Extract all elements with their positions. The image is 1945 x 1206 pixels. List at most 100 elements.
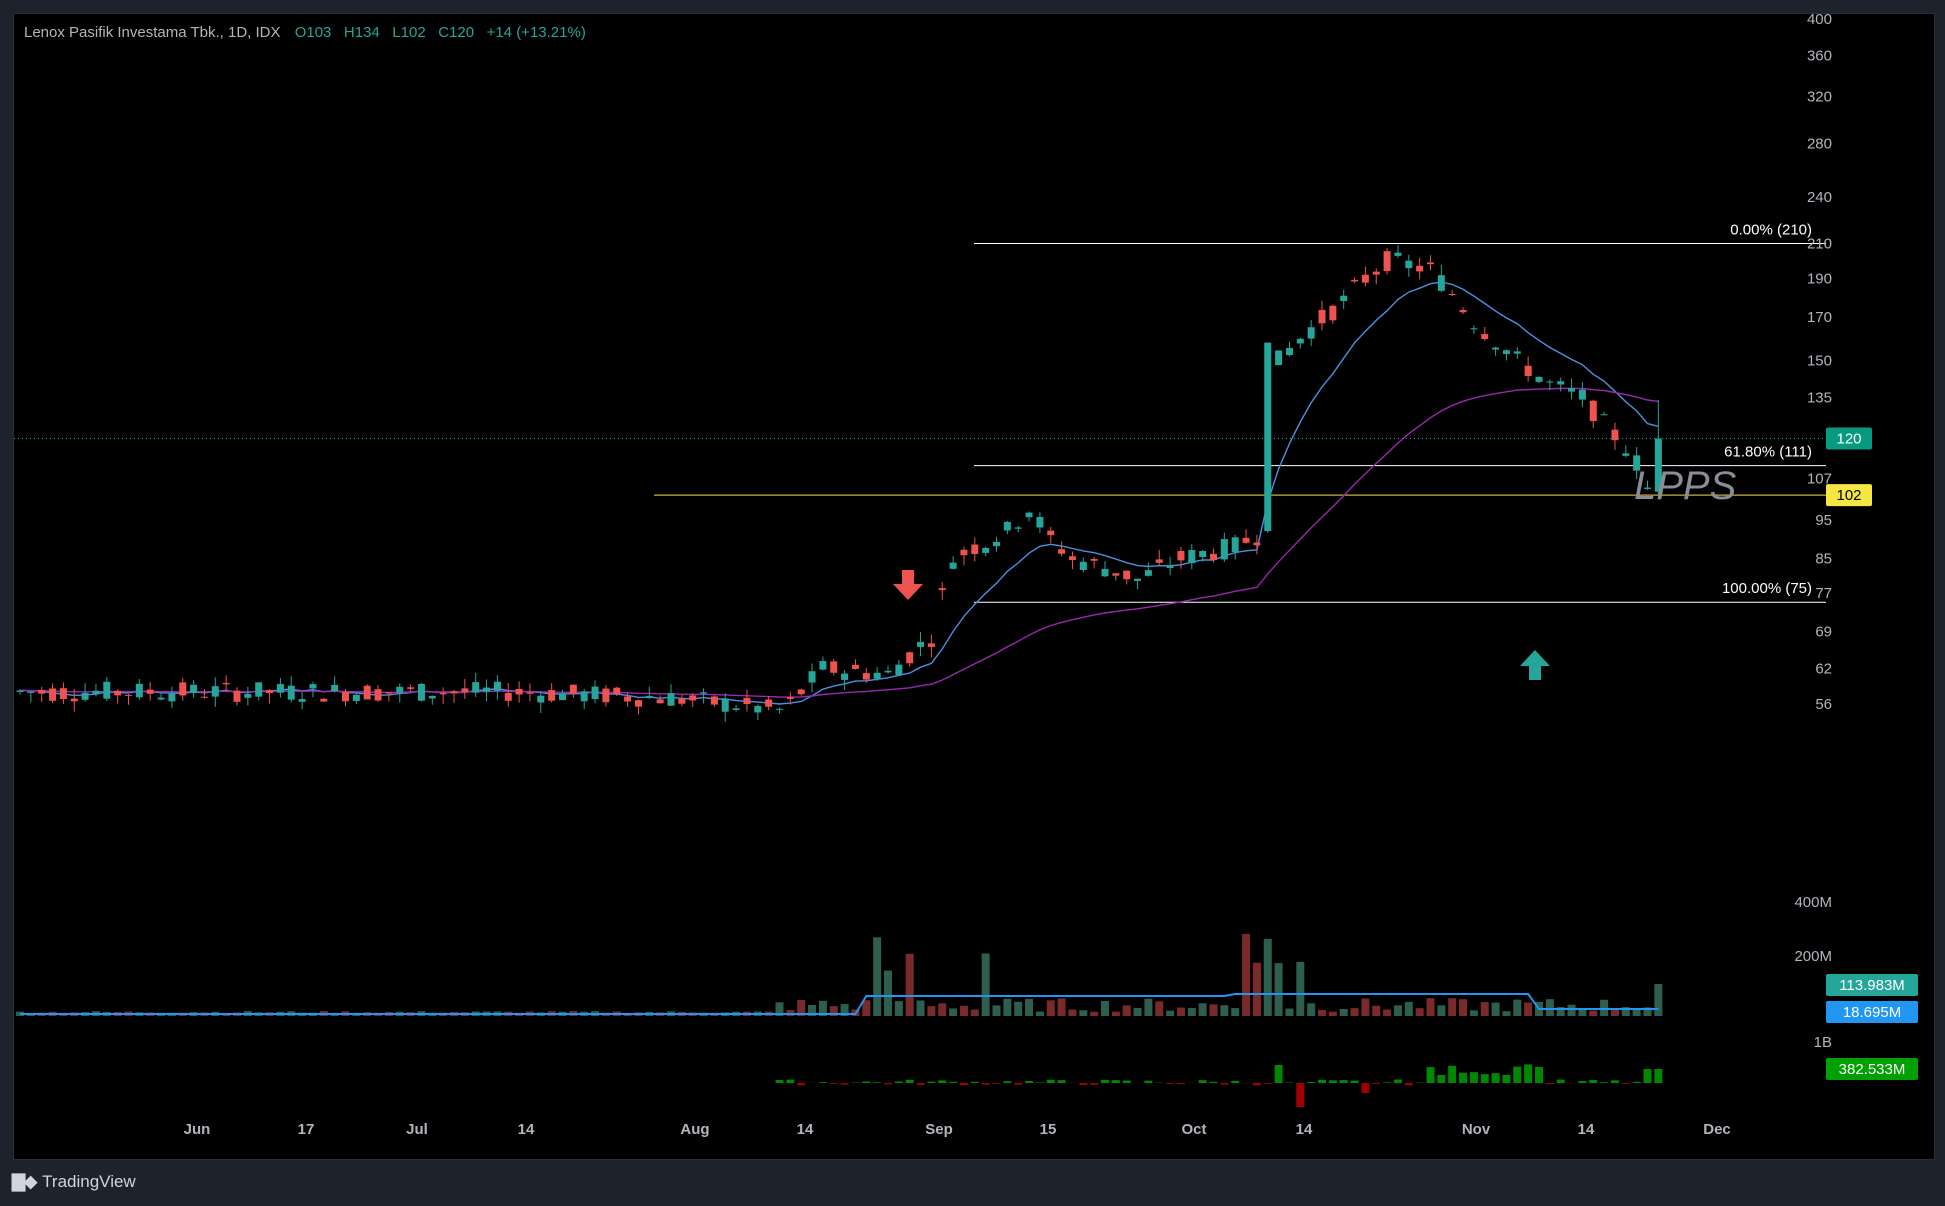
candle-body (927, 643, 935, 647)
flow-bar (992, 1083, 1001, 1084)
volume-bar (1111, 1011, 1120, 1016)
flow-bar (1480, 1074, 1489, 1083)
volume-bar (1003, 998, 1012, 1016)
symbol-header: Lenox Pasifik Investama Tbk., 1D, IDX O 1… (24, 24, 586, 41)
tradingview-logo-icon[interactable]: ▇◆ (12, 1172, 37, 1191)
volume-bar (775, 1002, 784, 1016)
time-tick-label: Sep (925, 1121, 953, 1138)
time-tick-label: Dec (1703, 1121, 1731, 1138)
candle-body (765, 699, 773, 707)
flow-bar (1339, 1080, 1348, 1083)
symbol-title: Lenox Pasifik Investama Tbk., 1D, IDX (24, 24, 281, 41)
flow-bar (1176, 1083, 1185, 1085)
candle-body (363, 685, 371, 700)
candle-body (222, 682, 230, 685)
flow-bar (884, 1083, 892, 1085)
candle-body (1557, 381, 1565, 385)
candle-body (667, 693, 675, 706)
volume-bar (1491, 1002, 1500, 1016)
volume-bar (808, 1004, 817, 1016)
price-axis: 400 360 320 280 240 210 190 170 150 135 107 95 85 77 6… (1807, 14, 1832, 713)
change-value: +14 (+13.21%) (486, 24, 586, 41)
candle-body (656, 699, 664, 704)
low-value: 102 (400, 24, 426, 41)
flow-bar (1209, 1081, 1218, 1083)
price-chart[interactable]: 0.00% (210)61.80% (111)100.00% (75) 102 … (14, 14, 1934, 1159)
candle-body (385, 692, 393, 694)
open-label: O (294, 24, 307, 41)
flow-bar (1654, 1069, 1663, 1083)
volume-bar (1480, 1002, 1489, 1016)
flow-bar (1502, 1074, 1511, 1083)
volume-bar (1133, 1007, 1142, 1016)
flow-bar (818, 1082, 827, 1083)
volume-bar (1339, 1009, 1348, 1016)
arrow-up-icon (1520, 650, 1550, 680)
candle-body (743, 697, 751, 705)
flow-bar (1057, 1080, 1066, 1083)
volume-bar (1350, 1008, 1359, 1016)
flow-bar (1101, 1079, 1109, 1083)
fib-retracement[interactable]: 0.00% (210) 61.80% (111) 100.00% (75) (974, 221, 1826, 603)
candle-body (776, 708, 783, 710)
candle-body (591, 686, 599, 700)
volume-bar (1079, 1010, 1088, 1016)
price-tick-label: 280 (1807, 135, 1832, 152)
volume-bar (959, 1005, 968, 1016)
candle-body (1036, 516, 1044, 528)
flow-bar (1556, 1079, 1565, 1083)
brand-name[interactable]: TradingView (42, 1172, 136, 1191)
candle-body (1383, 251, 1391, 272)
volume-bar (1176, 1007, 1185, 1016)
flow-bar (1643, 1069, 1652, 1083)
candle-body (634, 700, 642, 707)
candle-body (700, 692, 708, 694)
volume-bar (797, 1000, 806, 1016)
flow-bar (938, 1080, 947, 1083)
volume-badge-text: 18.695M (1843, 1004, 1901, 1021)
candle-body (841, 673, 849, 680)
candle-body (797, 689, 805, 695)
volume-bar (1318, 1010, 1326, 1016)
flow-bar (1524, 1064, 1533, 1083)
candle-body (59, 688, 67, 699)
candle-body (1155, 559, 1163, 563)
time-tick-label: Nov (1462, 1121, 1491, 1138)
volume-bar (1144, 998, 1153, 1016)
candle-body (49, 688, 57, 701)
volume-bar (1545, 999, 1554, 1016)
candle-body (1166, 566, 1174, 568)
volume-bar (1643, 1007, 1652, 1016)
candle-body (1502, 350, 1510, 355)
flow-bar (1426, 1067, 1435, 1083)
time-tick-label: Oct (1181, 1121, 1206, 1138)
volume-bar (1263, 938, 1272, 1016)
flow-bar (840, 1083, 849, 1085)
candle-body (374, 689, 382, 701)
candle-body (1199, 551, 1207, 557)
volume-bar (927, 1006, 936, 1016)
candle-body (960, 549, 968, 556)
candle-body (1025, 512, 1033, 518)
time-tick-label: Jun (184, 1121, 211, 1138)
candle-body (1264, 342, 1272, 532)
volume-bar (1459, 999, 1468, 1016)
support-line[interactable]: 102 (654, 484, 1872, 507)
candle-body (548, 690, 556, 701)
arrow-down-icon (893, 570, 923, 600)
candle-body (895, 664, 903, 675)
volume-bar (1415, 1008, 1424, 1016)
volume-bar (1220, 1005, 1229, 1016)
flow-bar (1035, 1082, 1044, 1083)
candle-body (1285, 347, 1293, 356)
candle-body (1220, 539, 1228, 560)
candle-body (461, 688, 469, 692)
volume-bar (1372, 1005, 1381, 1016)
flow-bar (1578, 1081, 1587, 1083)
flow-bar (1231, 1080, 1240, 1083)
candle-body (537, 695, 545, 703)
volume-bar (949, 1008, 958, 1016)
candle-body (1144, 570, 1152, 576)
candle-body (1654, 438, 1662, 492)
candle-body (190, 684, 198, 694)
